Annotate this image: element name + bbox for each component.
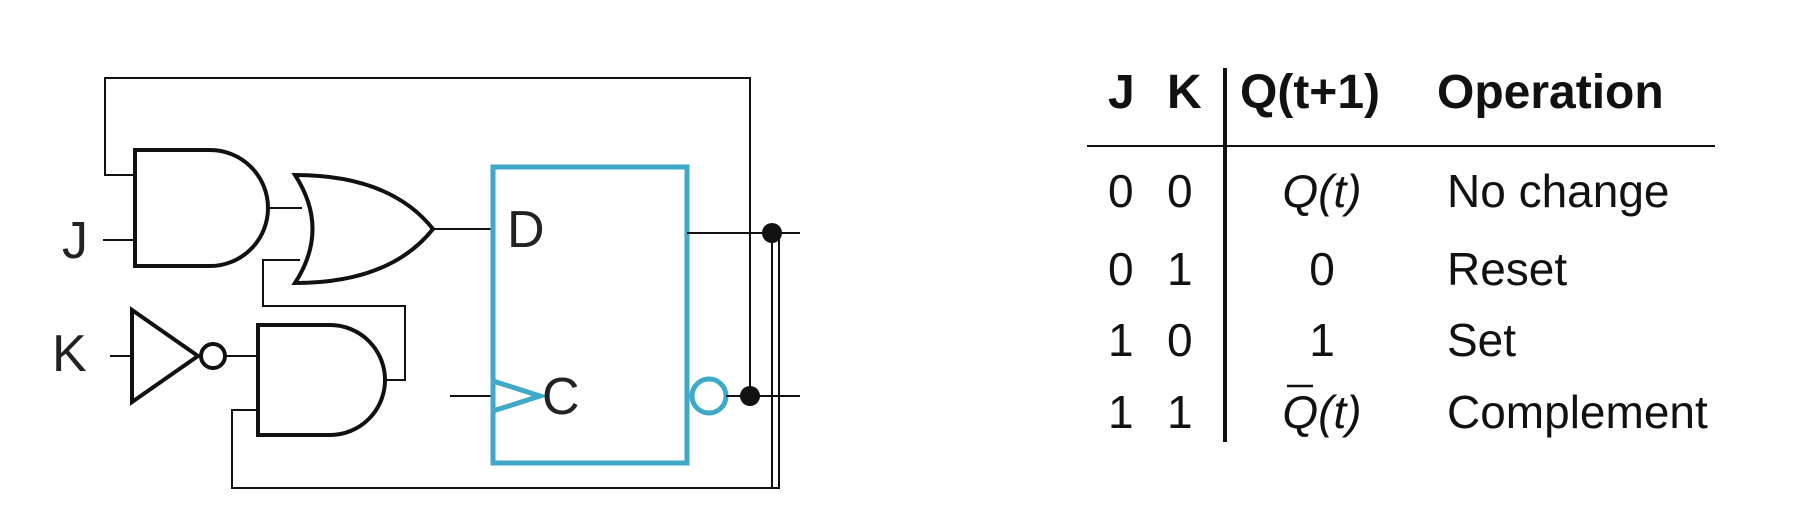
cell-j: 1 xyxy=(1108,314,1134,366)
qbar-bubble xyxy=(689,376,729,416)
cell-q-next: 1 xyxy=(1309,314,1335,366)
cell-j: 0 xyxy=(1108,243,1134,295)
feedback-wire-q xyxy=(104,77,751,233)
clock-triangle xyxy=(492,378,549,414)
cell-q-next: Q(t) xyxy=(1282,165,1361,217)
cell-operation: Set xyxy=(1447,314,1516,366)
header-q-next: Q(t+1) xyxy=(1240,66,1380,119)
cell-q-next: 0 xyxy=(1309,243,1335,295)
feedback-wire-qbar xyxy=(231,233,780,489)
flipflop-body xyxy=(490,164,690,466)
cell-operation: Reset xyxy=(1447,243,1567,295)
cell-operation: Complement xyxy=(1447,386,1708,438)
not-gate-bubble xyxy=(199,342,227,370)
table-row: 0 1 0 Reset xyxy=(1108,243,1567,295)
cell-q-time: (t) xyxy=(1318,165,1361,217)
cell-q-next: Q(t) xyxy=(1282,386,1361,438)
table-row: 0 0 Q(t) No change xyxy=(1108,165,1670,217)
cell-q-symbol: 0 xyxy=(1309,243,1335,295)
cell-k: 1 xyxy=(1167,386,1193,438)
and-gate-2 xyxy=(256,323,387,437)
input-j-label: J xyxy=(62,212,88,270)
d-flipflop: D C xyxy=(490,164,729,466)
input-k-label: K xyxy=(52,325,87,383)
circuit-diagram: J K D C xyxy=(52,77,800,489)
not-gate xyxy=(130,306,202,406)
cell-q-symbol: 1 xyxy=(1309,314,1335,366)
table-row: 1 0 1 Set xyxy=(1108,314,1516,366)
cell-k: 0 xyxy=(1167,165,1193,217)
cell-q-time: (t) xyxy=(1318,386,1361,438)
cell-operation: No change xyxy=(1447,165,1670,217)
cell-k: 0 xyxy=(1167,314,1193,366)
cell-j: 1 xyxy=(1108,386,1134,438)
flipflop-d-label: D xyxy=(507,201,545,259)
table-row: 1 1 Q(t) Complement xyxy=(1108,384,1708,438)
or-gate xyxy=(291,172,436,286)
cell-j: 0 xyxy=(1108,165,1134,217)
cell-q-symbol: Q xyxy=(1282,386,1318,438)
and-gate-1 xyxy=(133,148,270,268)
flipflop-c-label: C xyxy=(542,368,580,426)
header-k: K xyxy=(1167,66,1202,119)
header-j: J xyxy=(1108,66,1135,119)
header-operation: Operation xyxy=(1437,66,1664,119)
and2-to-or-wire xyxy=(262,259,406,381)
cell-k: 1 xyxy=(1167,243,1193,295)
cell-q-symbol: Q xyxy=(1282,165,1318,217)
